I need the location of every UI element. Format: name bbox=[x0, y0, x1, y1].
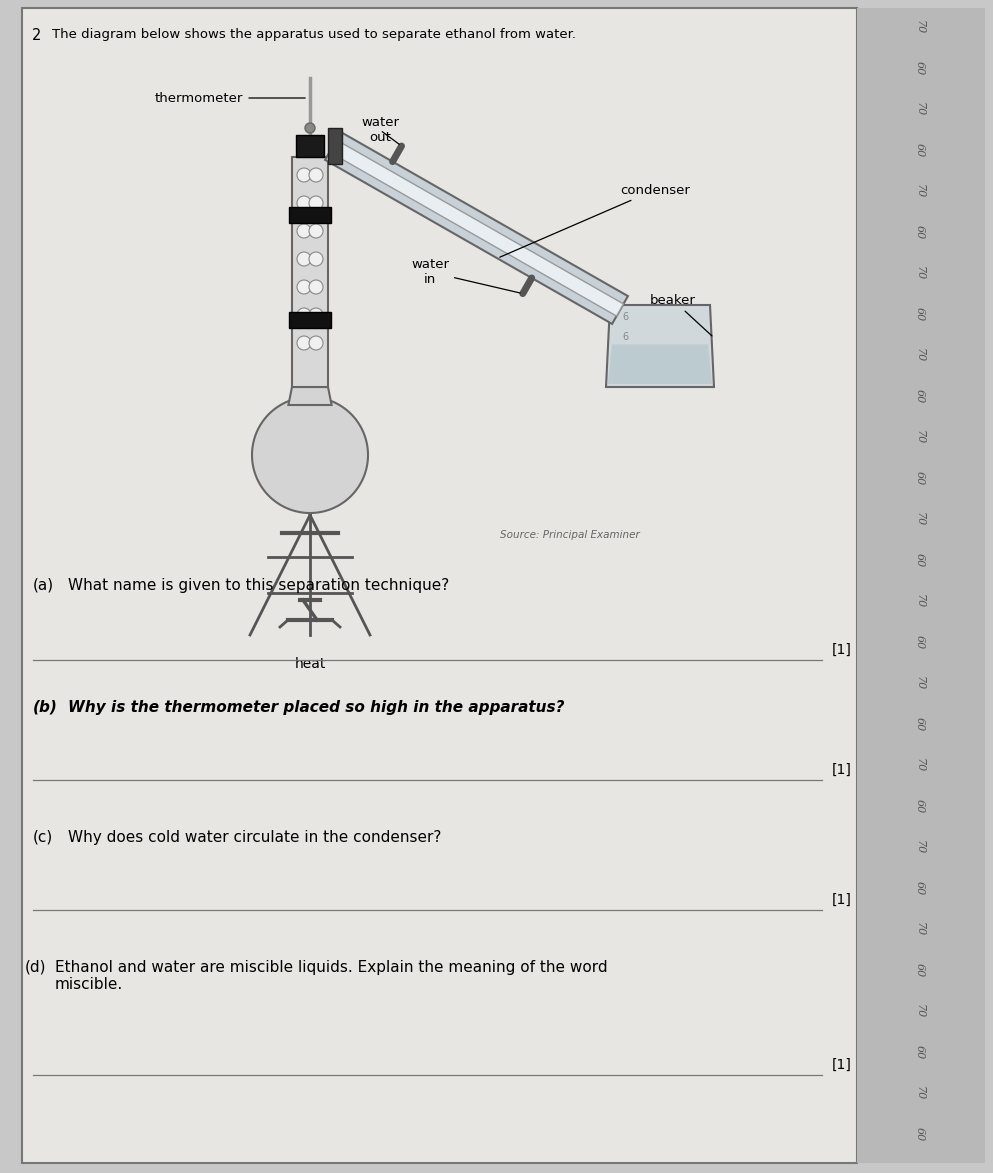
Text: heat: heat bbox=[294, 657, 326, 671]
Text: 70: 70 bbox=[915, 594, 925, 609]
Text: (b): (b) bbox=[33, 700, 58, 716]
Text: 60: 60 bbox=[915, 225, 925, 239]
Text: 60: 60 bbox=[915, 1045, 925, 1059]
Circle shape bbox=[297, 280, 311, 294]
Circle shape bbox=[309, 335, 323, 350]
Text: [1]: [1] bbox=[832, 643, 852, 657]
Text: [1]: [1] bbox=[832, 762, 852, 777]
Bar bbox=[296, 135, 324, 157]
Text: 70: 70 bbox=[915, 102, 925, 116]
Bar bbox=[22, 8, 857, 1162]
Text: (d): (d) bbox=[25, 960, 47, 975]
Text: 70: 70 bbox=[915, 511, 925, 527]
Polygon shape bbox=[325, 133, 628, 324]
Text: thermometer: thermometer bbox=[155, 91, 305, 104]
Text: 60: 60 bbox=[915, 635, 925, 649]
Circle shape bbox=[309, 252, 323, 266]
Text: Why is the thermometer placed so high in the apparatus?: Why is the thermometer placed so high in… bbox=[68, 700, 564, 716]
Text: 60: 60 bbox=[915, 881, 925, 895]
Text: 2: 2 bbox=[32, 28, 42, 43]
Circle shape bbox=[309, 168, 323, 182]
Polygon shape bbox=[606, 305, 714, 387]
Text: 60: 60 bbox=[915, 963, 925, 977]
Circle shape bbox=[297, 308, 311, 323]
Circle shape bbox=[297, 252, 311, 266]
Text: 60: 60 bbox=[915, 717, 925, 731]
Text: condenser: condenser bbox=[499, 183, 690, 257]
Text: 70: 70 bbox=[915, 348, 925, 362]
Bar bbox=[328, 128, 342, 164]
Text: beaker: beaker bbox=[650, 293, 712, 335]
Text: 60: 60 bbox=[915, 472, 925, 486]
Text: 70: 70 bbox=[915, 20, 925, 34]
Text: 70: 70 bbox=[915, 758, 925, 772]
Text: water
out: water out bbox=[361, 116, 399, 144]
Circle shape bbox=[309, 308, 323, 323]
Text: Why does cold water circulate in the condenser?: Why does cold water circulate in the con… bbox=[68, 830, 441, 845]
Bar bbox=[289, 206, 331, 223]
Text: 60: 60 bbox=[915, 143, 925, 157]
Text: water
in: water in bbox=[411, 258, 520, 293]
Bar bbox=[292, 157, 328, 387]
Polygon shape bbox=[288, 387, 332, 405]
Text: 70: 70 bbox=[915, 184, 925, 198]
Text: (a): (a) bbox=[33, 578, 55, 594]
Text: 60: 60 bbox=[915, 1127, 925, 1141]
Circle shape bbox=[297, 335, 311, 350]
Text: Ethanol and water are miscible liquids. Explain the meaning of the word
miscible: Ethanol and water are miscible liquids. … bbox=[55, 960, 608, 992]
Text: (c): (c) bbox=[33, 830, 54, 845]
Circle shape bbox=[297, 224, 311, 238]
Text: Source: Principal Examiner: Source: Principal Examiner bbox=[500, 530, 639, 540]
Text: 60: 60 bbox=[915, 61, 925, 75]
Text: 70: 70 bbox=[915, 266, 925, 280]
Circle shape bbox=[309, 224, 323, 238]
Circle shape bbox=[305, 123, 315, 133]
Text: [1]: [1] bbox=[832, 893, 852, 907]
Text: 70: 70 bbox=[915, 430, 925, 445]
Text: 60: 60 bbox=[915, 389, 925, 404]
Polygon shape bbox=[330, 140, 624, 316]
Text: What name is given to this separation technique?: What name is given to this separation te… bbox=[68, 578, 449, 594]
Text: 60: 60 bbox=[915, 799, 925, 813]
Polygon shape bbox=[252, 396, 368, 513]
Circle shape bbox=[309, 196, 323, 210]
Text: [1]: [1] bbox=[832, 1058, 852, 1072]
Text: 6: 6 bbox=[622, 332, 628, 343]
Text: 70: 70 bbox=[915, 1086, 925, 1100]
Text: 70: 70 bbox=[915, 676, 925, 690]
Circle shape bbox=[309, 280, 323, 294]
Bar bbox=[857, 8, 985, 1162]
Circle shape bbox=[297, 168, 311, 182]
Text: The diagram below shows the apparatus used to separate ethanol from water.: The diagram below shows the apparatus us… bbox=[52, 28, 576, 41]
Text: 70: 70 bbox=[915, 922, 925, 936]
Text: 60: 60 bbox=[915, 307, 925, 321]
Text: 6: 6 bbox=[622, 312, 628, 323]
Polygon shape bbox=[608, 345, 712, 384]
Text: 60: 60 bbox=[915, 552, 925, 568]
Circle shape bbox=[297, 196, 311, 210]
Text: 70: 70 bbox=[915, 1004, 925, 1018]
Bar bbox=[289, 312, 331, 328]
Text: 70: 70 bbox=[915, 840, 925, 854]
